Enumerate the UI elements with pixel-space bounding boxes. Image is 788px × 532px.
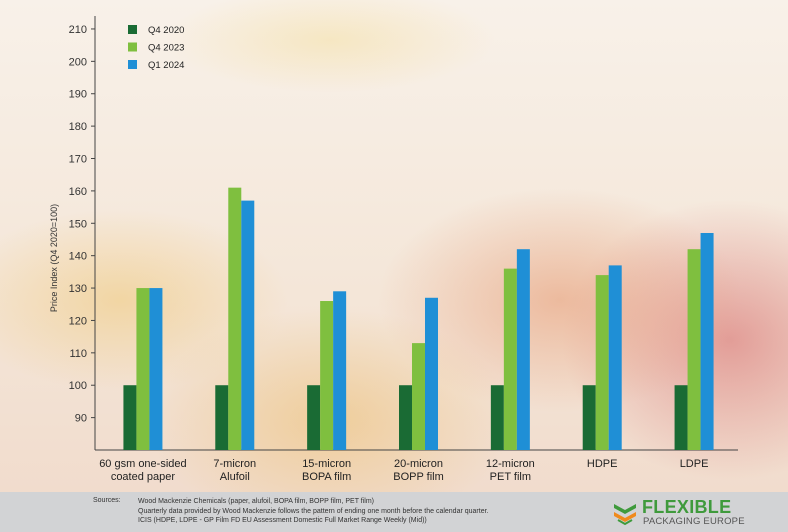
x-tick-label: Alufoil — [220, 471, 250, 483]
chart-bars — [123, 187, 714, 450]
y-tick-label: 90 — [75, 413, 87, 425]
bar-q4-2023 — [503, 268, 517, 450]
bar-q4-2023 — [320, 301, 334, 450]
bar-q1-2024 — [700, 233, 714, 450]
logo-title: FLEXIBLE — [642, 497, 732, 517]
y-tick-label: 190 — [69, 89, 87, 101]
y-axis-label: Price Index (Q4 2020=100) — [49, 204, 59, 312]
source-line: Wood Mackenzie Chemicals (paper, alufoil… — [138, 498, 375, 505]
x-tick-label: 15-micron — [302, 458, 351, 470]
legend-swatch — [128, 60, 137, 69]
bar-q1-2024 — [241, 200, 255, 450]
y-tick-label: 120 — [69, 315, 87, 327]
y-tick-label: 210 — [69, 24, 87, 36]
x-tick-label: LDPE — [680, 458, 709, 470]
bar-q4-2023 — [136, 288, 150, 450]
x-tick-label: BOPA film — [302, 471, 351, 483]
chart-legend: Q4 2020 Q4 2023 Q1 2024 — [128, 25, 184, 71]
x-tick-label: PET film — [490, 471, 531, 483]
y-tick-label: 180 — [69, 121, 87, 133]
bar-q4-2020 — [582, 385, 596, 450]
x-tick-label: 7-micron — [213, 458, 256, 470]
bar-q4-2023 — [595, 275, 609, 450]
logo-mark-icon — [614, 504, 636, 526]
bar-chart: 90 100 110 120 130 140 150 160 170 180 190 200 210 Pr… — [49, 16, 738, 483]
bar-q1-2024 — [608, 265, 622, 450]
bar-q1-2024 — [333, 291, 347, 450]
y-tick-label: 200 — [69, 56, 87, 68]
x-tick-label: 60 gsm one-sided — [99, 458, 186, 470]
y-tick-label: 150 — [69, 218, 87, 230]
sources-label: Sources: — [93, 497, 121, 504]
bar-q4-2020 — [123, 385, 137, 450]
flexible-packaging-europe-logo[interactable]: FLEXIBLE PACKAGING EUROPE — [612, 497, 782, 529]
bar-q4-2020 — [215, 385, 229, 450]
legend-label: Q4 2020 — [148, 25, 184, 36]
y-tick-label: 160 — [69, 186, 87, 198]
source-line: ICIS (HDPE, LDPE - GP Film FD EU Assessm… — [138, 517, 427, 524]
bar-q4-2020 — [307, 385, 321, 450]
bar-q1-2024 — [425, 297, 438, 450]
bar-q4-2020 — [490, 385, 504, 450]
legend-label: Q1 2024 — [148, 60, 184, 71]
sources-lines: Wood Mackenzie Chemicals (paper, alufoil… — [138, 497, 488, 526]
y-tick-label: 110 — [69, 348, 87, 360]
x-tick-label: BOPP film — [393, 471, 444, 483]
bar-q4-2023 — [412, 343, 425, 450]
x-tick-label: 20-micron — [394, 458, 443, 470]
legend-label: Q4 2023 — [148, 43, 184, 54]
legend-swatch — [128, 42, 137, 52]
bar-q4-2023 — [687, 249, 701, 450]
logo-subtitle: PACKAGING EUROPE — [643, 516, 745, 527]
bar-q1-2024 — [516, 249, 530, 450]
x-tick-label: HDPE — [587, 458, 618, 470]
footer-sources: Sources: Wood Mackenzie Chemicals (paper… — [0, 492, 788, 532]
source-line: Quarterly data provided by Wood Mackenzi… — [138, 507, 489, 515]
bar-q4-2020 — [674, 385, 688, 450]
bar-q4-2023 — [228, 187, 242, 450]
x-tick-label: 12-micron — [486, 458, 535, 470]
y-tick-label: 130 — [69, 283, 87, 295]
bar-q4-2020 — [399, 385, 412, 450]
y-tick-label: 100 — [69, 380, 87, 392]
y-tick-label: 170 — [69, 154, 87, 166]
legend-swatch — [128, 25, 137, 34]
bar-q1-2024 — [149, 288, 163, 450]
y-tick-label: 140 — [69, 251, 87, 263]
x-tick-label: coated paper — [111, 471, 176, 483]
